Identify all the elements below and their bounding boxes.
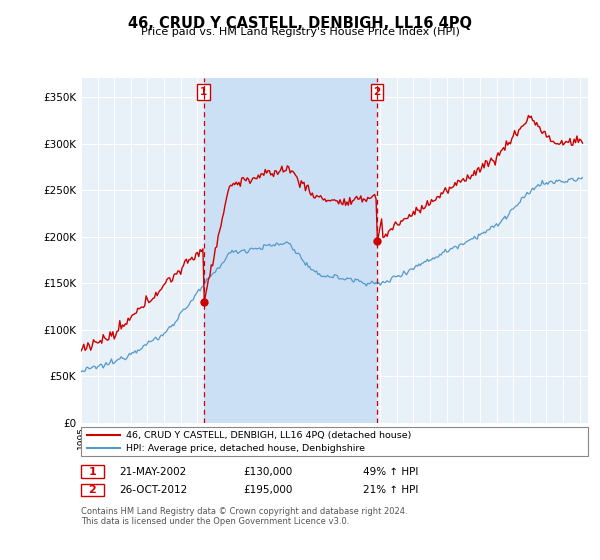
Text: 1: 1 — [89, 466, 96, 477]
Text: 26-OCT-2012: 26-OCT-2012 — [119, 485, 187, 495]
Text: 46, CRUD Y CASTELL, DENBIGH, LL16 4PQ (detached house): 46, CRUD Y CASTELL, DENBIGH, LL16 4PQ (d… — [126, 431, 412, 440]
Text: Contains HM Land Registry data © Crown copyright and database right 2024.
This d: Contains HM Land Registry data © Crown c… — [81, 507, 407, 526]
Text: 1: 1 — [200, 87, 208, 97]
Text: 21-MAY-2002: 21-MAY-2002 — [119, 466, 186, 477]
Text: 49% ↑ HPI: 49% ↑ HPI — [363, 466, 418, 477]
Text: £130,000: £130,000 — [243, 466, 292, 477]
Text: £195,000: £195,000 — [243, 485, 292, 495]
Text: 21% ↑ HPI: 21% ↑ HPI — [363, 485, 418, 495]
Bar — [203, 78, 377, 423]
Text: Price paid vs. HM Land Registry's House Price Index (HPI): Price paid vs. HM Land Registry's House … — [140, 27, 460, 37]
Text: HPI: Average price, detached house, Denbighshire: HPI: Average price, detached house, Denb… — [126, 444, 365, 452]
Text: 2: 2 — [374, 87, 381, 97]
Text: 2: 2 — [89, 485, 96, 495]
Text: 46, CRUD Y CASTELL, DENBIGH, LL16 4PQ: 46, CRUD Y CASTELL, DENBIGH, LL16 4PQ — [128, 16, 472, 31]
